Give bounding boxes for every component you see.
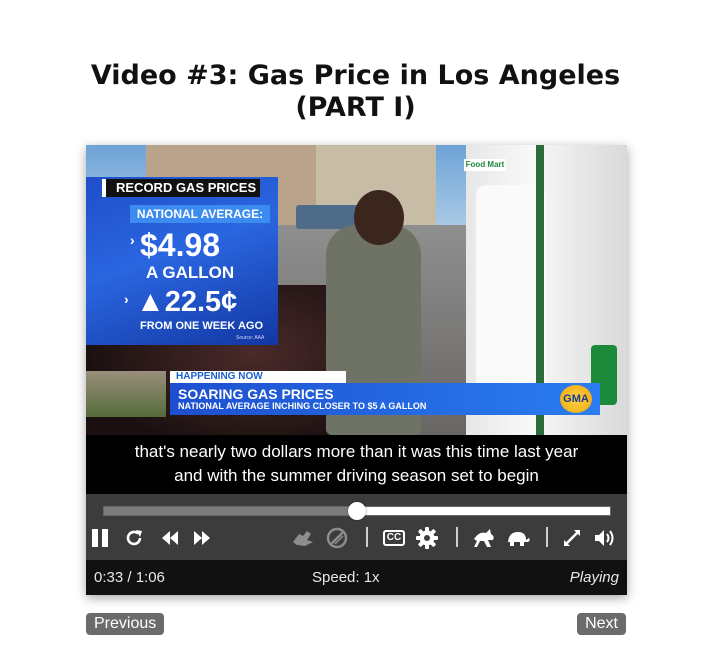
volume-icon [594, 528, 616, 548]
forward-icon [193, 530, 211, 546]
graphic-change: ▲22.5¢ [136, 286, 238, 318]
graphic-label: NATIONAL AVERAGE: [130, 205, 270, 223]
graphic-price: $4.98 [140, 227, 221, 263]
lower-third-subhead: NATIONAL AVERAGE INCHING CLOSER TO $5 A … [178, 401, 427, 411]
lower-third-kicker: HAPPENING NOW [170, 371, 346, 383]
gas-pump-hose [536, 145, 544, 445]
seek-bar-played [104, 507, 357, 515]
sign-language-icon [291, 528, 315, 548]
player-controls: CC [86, 494, 627, 560]
seek-bar[interactable] [103, 502, 611, 520]
slower-icon [505, 528, 531, 548]
restart-button[interactable] [122, 524, 146, 552]
caption-box: that's nearly two dollars more than it w… [86, 435, 627, 494]
video-frame[interactable]: Food Mart RECORD GAS PRICES NATIONAL AVE… [86, 145, 627, 494]
chevron-right-icon: › [130, 232, 135, 248]
graphic-header: RECORD GAS PRICES [102, 179, 261, 197]
caption-line1: that's nearly two dollars more than it w… [134, 442, 579, 461]
previous-button[interactable]: Previous [86, 613, 165, 635]
page-title-line2: (PART I) [295, 92, 416, 123]
seek-handle[interactable] [348, 502, 366, 520]
store-sign: Food Mart [464, 159, 506, 171]
restart-icon [124, 528, 144, 548]
pause-icon [91, 528, 109, 548]
forward-button[interactable] [190, 524, 214, 552]
gma-logo: GMA [560, 385, 592, 413]
elapsed-time: 0:33 / 1:06 [94, 569, 165, 586]
page-title-line1: Video #3: Gas Price in Los Angeles [90, 60, 621, 91]
record-gas-prices-graphic: RECORD GAS PRICES NATIONAL AVERAGE: › $4… [86, 177, 278, 345]
lower-third-thumbnail [86, 371, 166, 417]
graphic-source: Source: AAA [236, 335, 265, 341]
playback-speed: Speed: 1x [312, 569, 380, 586]
control-divider [546, 527, 548, 547]
fullscreen-icon [562, 528, 582, 548]
pause-button[interactable] [88, 524, 112, 552]
video-player: Food Mart RECORD GAS PRICES NATIONAL AVE… [86, 145, 627, 595]
sign-language-button[interactable] [290, 524, 316, 552]
next-button[interactable]: Next [577, 613, 626, 635]
player-status-bar: 0:33 / 1:06 Speed: 1x Playing [86, 560, 627, 595]
audio-description-button[interactable] [324, 524, 350, 552]
rewind-button[interactable] [158, 524, 182, 552]
lower-third-bar [170, 383, 600, 415]
captions-icon: CC [382, 530, 406, 546]
settings-button[interactable] [414, 524, 440, 552]
person-head [354, 190, 404, 245]
fullscreen-button[interactable] [560, 524, 584, 552]
settings-icon [416, 527, 438, 549]
faster-button[interactable] [470, 524, 498, 552]
caption-line2: and with the summer driving season set t… [174, 466, 539, 485]
page-title: Video #3: Gas Price in Los Angeles (PART… [0, 60, 711, 124]
control-divider [456, 527, 458, 547]
control-divider [366, 527, 368, 547]
audio-description-icon [326, 527, 348, 549]
gas-pump-panel [476, 185, 546, 405]
slower-button[interactable] [504, 524, 532, 552]
graphic-unit: A GALLON [146, 263, 235, 282]
playback-state: Playing [569, 569, 619, 586]
rewind-icon [161, 530, 179, 546]
lower-third-headline: SOARING GAS PRICES [178, 386, 334, 402]
chevron-right-icon: › [124, 291, 129, 307]
graphic-period: FROM ONE WEEK AGO [140, 320, 264, 332]
faster-icon [471, 527, 497, 549]
captions-button[interactable]: CC [380, 524, 408, 552]
volume-button[interactable] [592, 524, 618, 552]
